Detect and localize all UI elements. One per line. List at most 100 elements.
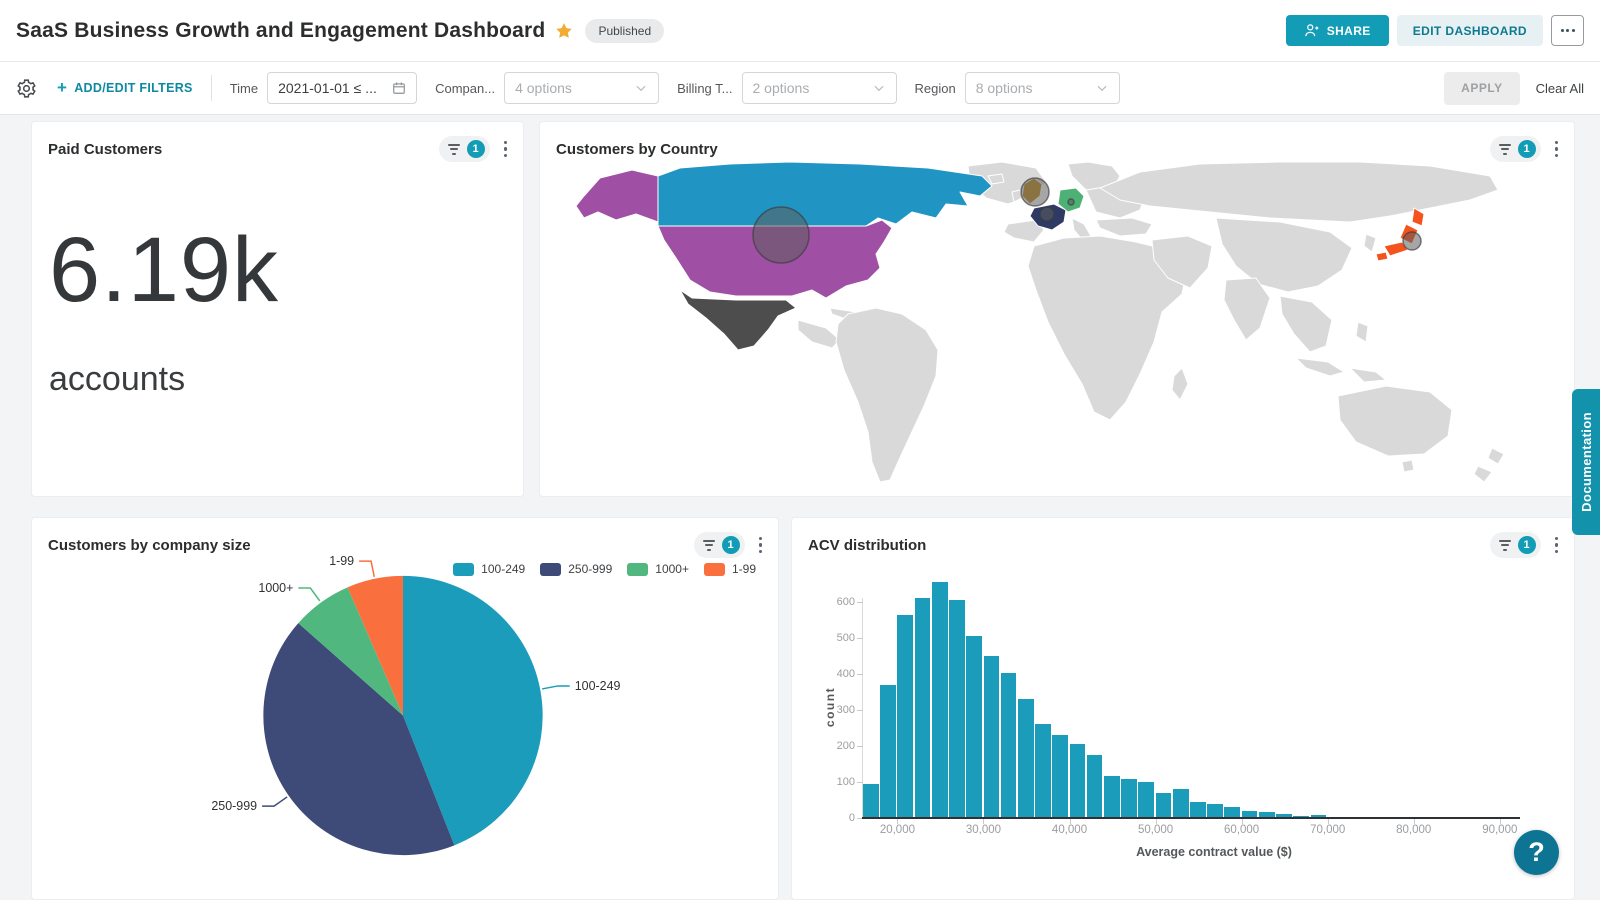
histogram-bar — [949, 600, 965, 818]
histogram-bar — [1172, 789, 1189, 818]
country-usa-alaska — [575, 169, 659, 223]
share-button[interactable]: SHARE — [1285, 15, 1389, 46]
histogram-bar — [1310, 815, 1327, 818]
histogram-bar — [1190, 801, 1206, 818]
histogram-bar — [1276, 813, 1292, 818]
x-tick-mark — [983, 819, 985, 824]
pie-chart: 100-249 250-999 1000+ 1-99 — [211, 554, 621, 856]
histogram-bar — [897, 615, 914, 818]
filter-icon — [447, 143, 460, 155]
pie-legend: 100-249 250-999 1000+ 1-99 — [453, 562, 756, 576]
histogram-bar — [1121, 779, 1137, 818]
kpi-unit: accounts — [49, 360, 186, 398]
legend-swatch — [703, 562, 725, 576]
histogram-bar — [1241, 810, 1258, 818]
pie-slice-label: 1000+ — [258, 581, 293, 595]
y-tick-label: 600 — [836, 596, 855, 608]
legend-item-100-249[interactable]: 100-249 — [453, 562, 525, 576]
kebab-menu-icon[interactable] — [502, 139, 510, 160]
pie-callout-line — [262, 796, 288, 807]
widget-header: ACV distribution 1 — [792, 518, 1574, 558]
histogram-bar — [880, 684, 896, 818]
time-range-value: 2021-01-01 ≤ ... — [278, 80, 377, 96]
widget-header: Customers by company size 1 — [32, 518, 778, 558]
add-edit-filters-button[interactable]: + ADD/EDIT FILTERS — [57, 78, 193, 98]
pie-callout-line — [541, 685, 570, 690]
x-tick-mark — [1241, 819, 1243, 824]
country-mexico — [679, 289, 797, 351]
histogram-bar — [931, 582, 948, 818]
widget-filter-indicator[interactable]: 1 — [438, 136, 490, 162]
x-tick-label: 40,000 — [1051, 824, 1088, 836]
favorite-star-icon[interactable] — [555, 22, 573, 40]
country-canada — [657, 162, 993, 227]
plus-icon: + — [57, 78, 68, 97]
legend-item-1-99[interactable]: 1-99 — [703, 562, 756, 576]
documentation-tab[interactable]: Documentation — [1572, 389, 1600, 535]
person-plus-icon — [1304, 24, 1319, 37]
legend-swatch — [540, 562, 562, 576]
billing-type-select[interactable]: 2 options — [741, 72, 897, 104]
y-tick-mark — [857, 782, 863, 783]
clear-all-button[interactable]: Clear All — [1535, 80, 1584, 96]
kebab-menu-icon[interactable] — [1553, 139, 1561, 160]
filter-icon — [702, 539, 715, 551]
filter-count-badge: 1 — [466, 140, 485, 158]
y-tick-label: 300 — [836, 704, 855, 716]
pie-slice-1-99 — [347, 575, 403, 716]
country-japan — [1375, 251, 1389, 262]
kebab-menu-icon[interactable] — [1553, 535, 1561, 556]
legend-item-1000+[interactable]: 1000+ — [627, 562, 689, 576]
histogram-bar — [1035, 723, 1051, 818]
histogram-bar — [1138, 782, 1155, 818]
company-size-value: 4 options — [515, 80, 572, 96]
widget-filter-indicator[interactable]: 1 — [1489, 532, 1541, 558]
filter-group-region: Region 8 options — [915, 72, 1120, 104]
x-tick-label: 30,000 — [965, 824, 1002, 836]
x-tick-label: 70,000 — [1310, 824, 1346, 836]
pie-slice-1000+ — [298, 587, 403, 716]
widget-filter-indicator[interactable]: 1 — [693, 532, 745, 558]
legend-item-250-999[interactable]: 250-999 — [540, 562, 612, 576]
x-tick-label: 90,000 — [1482, 824, 1518, 836]
edit-dashboard-button[interactable]: EDIT DASHBOARD — [1396, 15, 1543, 46]
filter-group-time: Time 2021-01-01 ≤ ... — [230, 72, 418, 104]
pie-slice-label: 250-999 — [211, 799, 257, 813]
widget-filter-indicator[interactable]: 1 — [1489, 136, 1541, 162]
histogram-bar — [863, 783, 879, 818]
kebab-menu-icon[interactable] — [757, 535, 765, 556]
widget-acv-distribution: ACV distribution 1 count Average contrac… — [791, 517, 1575, 900]
y-axis-line — [862, 598, 863, 818]
pie-slice-label: 1-99 — [329, 554, 354, 568]
y-tick-label: 200 — [836, 740, 855, 752]
time-range-input[interactable]: 2021-01-01 ≤ ... — [267, 72, 418, 104]
pie-slice-label: 100-249 — [575, 679, 621, 693]
histogram-bar — [1086, 755, 1103, 818]
histogram-bar — [966, 635, 983, 818]
documentation-tab-label: Documentation — [1578, 412, 1594, 512]
x-tick-label: 80,000 — [1396, 824, 1432, 836]
widget-header: Paid Customers 1 — [32, 122, 523, 162]
world-map-chart — [575, 162, 1505, 483]
map-bubble-germany — [1067, 198, 1075, 206]
legend-label: 1-99 — [731, 562, 756, 576]
filter-group-billing: Billing T... 2 options — [677, 72, 897, 104]
apply-button[interactable]: APPLY — [1444, 71, 1520, 105]
region-value: 8 options — [975, 80, 1033, 96]
filter-label-company: Compan... — [435, 80, 496, 96]
help-button[interactable]: ? — [1514, 830, 1559, 875]
y-tick-label: 100 — [836, 776, 855, 788]
gear-icon[interactable] — [16, 78, 37, 99]
add-edit-filters-label: ADD/EDIT FILTERS — [74, 81, 193, 95]
widget-title: ACV distribution — [808, 536, 927, 554]
legend-swatch — [453, 562, 475, 576]
region-select[interactable]: 8 options — [964, 72, 1120, 104]
widget-header: Customers by Country 1 — [540, 122, 1574, 162]
widget-paid-customers: Paid Customers 1 6.19k accounts — [31, 121, 524, 497]
y-tick-mark — [857, 818, 863, 819]
company-size-select[interactable]: 4 options — [504, 72, 660, 104]
more-options-button[interactable] — [1551, 15, 1584, 46]
question-mark-icon: ? — [1528, 837, 1545, 867]
y-tick-label: 500 — [836, 632, 855, 644]
